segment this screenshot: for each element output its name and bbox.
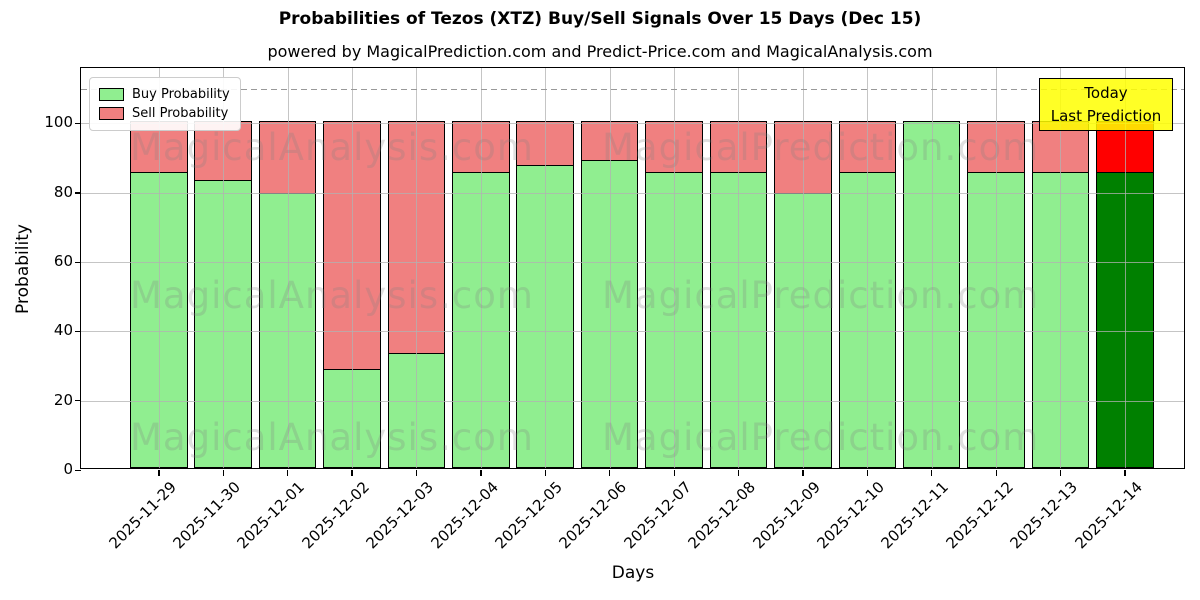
x-tick-label: 2025-12-14 <box>1071 478 1146 553</box>
x-tick-mark <box>737 470 740 476</box>
x-gridline <box>931 68 933 468</box>
x-gridline <box>867 68 869 468</box>
y-tick-label: 40 <box>53 321 73 340</box>
x-tick-label: 2025-12-07 <box>620 478 695 553</box>
x-gridline <box>1060 68 1062 468</box>
x-gridline <box>158 68 160 468</box>
x-tick-mark <box>609 470 611 476</box>
x-gridline <box>738 68 740 468</box>
x-tick-label: 2025-12-10 <box>813 478 888 553</box>
watermark-text: MagicalAnalysis.com <box>130 274 534 317</box>
watermark-text: MagicalAnalysis.com <box>130 126 534 169</box>
x-tick-mark <box>158 470 160 476</box>
y-gridline <box>81 400 1184 402</box>
x-tick-label: 2025-12-03 <box>362 478 438 553</box>
y-gridline <box>81 331 1184 333</box>
legend-item-buy: Buy Probability <box>99 85 230 104</box>
x-tick-mark <box>866 470 869 476</box>
watermark-text: MagicalPrediction.com <box>602 126 1040 169</box>
x-gridline <box>609 68 611 468</box>
x-tick-mark <box>1059 470 1062 476</box>
x-tick-label: 2025-11-29 <box>105 478 180 553</box>
y-tick-mark <box>75 122 81 125</box>
x-tick-label: 2025-12-01 <box>233 478 309 553</box>
y-gridline <box>81 123 1184 125</box>
x-gridline <box>545 68 547 468</box>
x-tick-mark <box>287 470 289 476</box>
x-axis-title: Days <box>611 563 655 583</box>
legend-label-buy: Buy Probability <box>132 87 230 102</box>
dashed-guideline <box>81 88 1184 91</box>
y-tick-label: 80 <box>53 182 73 201</box>
buy-swatch-icon <box>99 88 124 101</box>
x-tick-label: 2025-12-12 <box>942 478 1017 553</box>
x-gridline <box>1124 68 1126 468</box>
x-tick-mark <box>351 470 353 476</box>
y-gridline <box>81 192 1184 194</box>
x-gridline <box>223 68 225 468</box>
x-gridline <box>802 68 804 468</box>
legend-item-sell: Sell Probability <box>99 104 230 123</box>
y-tick-mark <box>75 192 81 194</box>
x-tick-label: 2025-11-30 <box>169 478 244 553</box>
y-tick-mark <box>75 400 81 402</box>
x-tick-mark <box>544 470 546 476</box>
plot-area: Buy Probability Sell Probability Today L… <box>80 67 1185 469</box>
x-tick-label: 2025-12-09 <box>749 478 824 553</box>
y-tick-label: 20 <box>53 390 73 409</box>
watermark-text: MagicalPrediction.com <box>602 416 1040 459</box>
x-tick-mark <box>673 470 675 476</box>
x-tick-mark <box>995 470 997 476</box>
sell-swatch-icon <box>99 107 124 120</box>
x-tick-mark <box>802 470 804 476</box>
x-gridline <box>996 68 998 468</box>
watermark-text: MagicalAnalysis.com <box>130 416 534 459</box>
y-tick-mark <box>75 469 81 471</box>
x-tick-label: 2025-12-08 <box>684 478 760 553</box>
y-tick-label: 100 <box>44 113 73 132</box>
today-annotation-line2: Last Prediction <box>1050 106 1162 125</box>
today-annotation: Today Last Prediction <box>1039 78 1173 131</box>
x-gridline <box>351 68 353 468</box>
x-tick-mark <box>222 470 224 476</box>
x-tick-label: 2025-12-04 <box>427 478 502 553</box>
x-tick-label: 2025-12-06 <box>555 478 631 553</box>
y-gridline <box>81 262 1184 264</box>
x-tick-mark <box>931 470 933 476</box>
y-tick-mark <box>75 261 81 263</box>
x-tick-label: 2025-12-02 <box>298 478 373 553</box>
x-tick-mark <box>415 470 418 476</box>
y-tick-mark <box>75 330 81 333</box>
x-tick-label: 2025-12-13 <box>1006 478 1082 553</box>
x-tick-mark <box>480 470 482 476</box>
chart-title: Probabilities of Tezos (XTZ) Buy/Sell Si… <box>278 9 922 29</box>
x-gridline <box>674 68 676 468</box>
legend-label-sell: Sell Probability <box>132 106 229 121</box>
x-gridline <box>416 68 418 468</box>
today-annotation-line1: Today <box>1084 84 1128 102</box>
y-tick-label: 60 <box>53 252 73 271</box>
y-tick-label: 0 <box>63 460 73 478</box>
x-tick-label: 2025-12-11 <box>878 478 953 553</box>
x-tick-label: 2025-12-05 <box>491 478 566 553</box>
chart-subtitle: powered by MagicalPrediction.com and Pre… <box>267 42 933 61</box>
x-gridline <box>287 68 289 468</box>
legend: Buy Probability Sell Probability <box>89 77 241 131</box>
watermark-text: MagicalPrediction.com <box>602 274 1040 317</box>
x-tick-mark <box>1124 470 1126 476</box>
x-gridline <box>480 68 482 468</box>
